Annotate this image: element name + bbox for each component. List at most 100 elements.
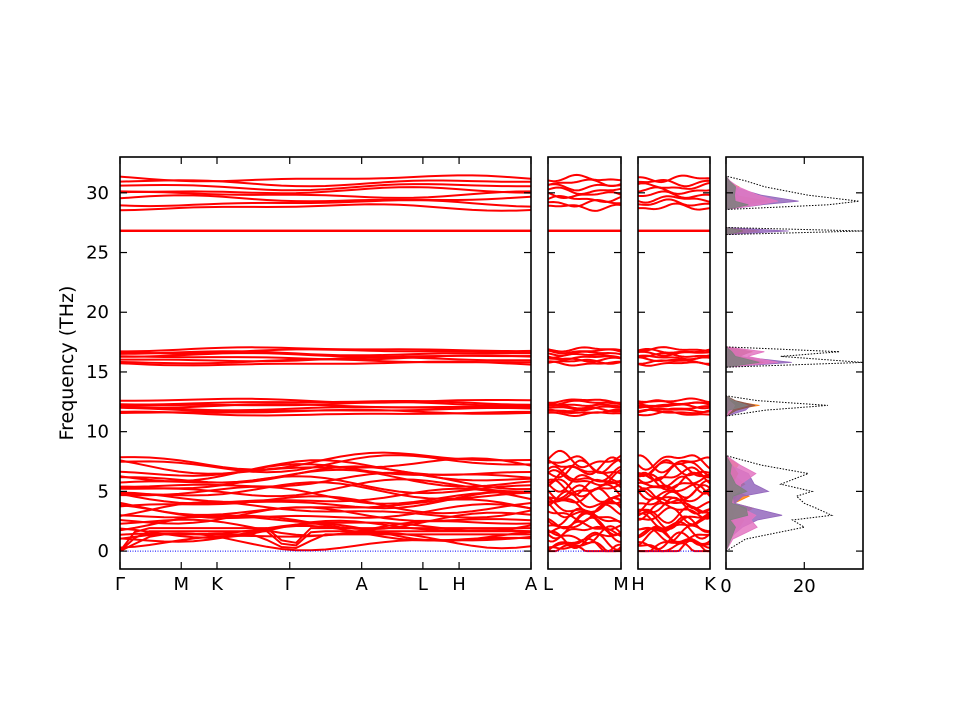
band-line bbox=[119, 350, 531, 357]
k-point-label: H bbox=[452, 574, 466, 595]
band-line bbox=[119, 475, 532, 495]
dos-layer bbox=[725, 174, 864, 553]
band-line bbox=[547, 478, 622, 498]
band-line bbox=[637, 182, 711, 190]
dos-x-tick-label: 20 bbox=[793, 576, 816, 597]
k-point-label: Γ bbox=[115, 574, 125, 595]
band-line bbox=[120, 397, 532, 404]
k-point-label: K bbox=[211, 574, 224, 595]
band-line bbox=[547, 478, 622, 497]
band-line bbox=[119, 511, 532, 531]
band-line bbox=[638, 359, 711, 365]
band-line bbox=[637, 531, 711, 551]
band-line bbox=[638, 202, 711, 211]
dos-panel-frame bbox=[725, 156, 864, 570]
band-line bbox=[547, 411, 622, 418]
k-point-label: H bbox=[631, 574, 645, 595]
band-line bbox=[637, 198, 711, 207]
band-line bbox=[637, 174, 711, 184]
band-line bbox=[637, 487, 711, 505]
band-panel-3 bbox=[637, 174, 711, 553]
band-line bbox=[119, 186, 532, 195]
band-line bbox=[547, 459, 622, 479]
band-line bbox=[119, 498, 532, 516]
band-line bbox=[637, 475, 711, 495]
band-line bbox=[547, 483, 622, 502]
band-line bbox=[637, 454, 711, 471]
band-line bbox=[119, 194, 532, 203]
band-panel-2 bbox=[547, 173, 622, 553]
band-line bbox=[547, 398, 621, 404]
k-point-label: M bbox=[173, 574, 189, 595]
band-line bbox=[547, 346, 622, 353]
band-line bbox=[119, 487, 532, 505]
band-line bbox=[547, 203, 622, 212]
band-line bbox=[119, 485, 532, 505]
dos-partial-7 bbox=[725, 174, 760, 552]
band-panel-frame-1 bbox=[119, 156, 532, 570]
band-line bbox=[119, 454, 532, 474]
band-line bbox=[637, 186, 711, 195]
y-tick-label: 20 bbox=[86, 302, 109, 323]
k-point-label: A bbox=[525, 574, 538, 595]
band-line bbox=[547, 358, 622, 365]
band-line bbox=[547, 449, 622, 469]
k-point-label: A bbox=[356, 574, 369, 595]
k-point-label: L bbox=[543, 574, 553, 595]
k-point-label: Γ bbox=[285, 574, 295, 595]
axes-frames bbox=[119, 156, 864, 570]
band-panel-frame-2 bbox=[547, 156, 622, 570]
band-line bbox=[119, 490, 532, 510]
band-line bbox=[119, 471, 532, 491]
band-line bbox=[119, 174, 532, 183]
band-line bbox=[119, 527, 531, 552]
band-line bbox=[547, 178, 622, 187]
band-line bbox=[638, 178, 711, 188]
band-line bbox=[637, 479, 711, 499]
band-line bbox=[119, 406, 532, 413]
band-line bbox=[119, 346, 532, 353]
band-line bbox=[119, 199, 532, 208]
band-line bbox=[119, 190, 532, 199]
band-structure-layer bbox=[119, 173, 711, 553]
band-line bbox=[119, 183, 531, 192]
band-line bbox=[637, 466, 711, 485]
band-line bbox=[119, 502, 532, 520]
band-line bbox=[547, 455, 622, 474]
y-tick-label: 25 bbox=[86, 243, 109, 264]
band-line bbox=[119, 451, 532, 471]
band-panel-1 bbox=[119, 174, 532, 552]
band-line bbox=[119, 518, 532, 537]
band-panel-frame-3 bbox=[637, 156, 711, 570]
band-line bbox=[547, 456, 622, 476]
y-tick-label: 0 bbox=[98, 541, 109, 562]
band-line bbox=[120, 401, 532, 408]
y-tick-label: 5 bbox=[98, 481, 109, 502]
band-line bbox=[637, 346, 710, 353]
band-line bbox=[547, 503, 622, 523]
k-point-label: M bbox=[613, 574, 629, 595]
band-line bbox=[637, 397, 711, 404]
band-line bbox=[119, 403, 532, 409]
y-tick-label: 10 bbox=[86, 422, 109, 443]
band-line bbox=[547, 173, 622, 183]
y-axis-label: Frequency (THz) bbox=[56, 286, 78, 441]
band-line bbox=[637, 195, 711, 204]
band-line bbox=[547, 464, 622, 484]
k-point-label: K bbox=[704, 574, 717, 595]
dos-x-tick-label: 0 bbox=[720, 576, 731, 597]
band-line bbox=[547, 186, 622, 195]
band-line bbox=[548, 405, 622, 412]
band-line bbox=[119, 203, 532, 212]
band-line bbox=[547, 531, 622, 551]
band-line bbox=[547, 399, 622, 406]
band-line bbox=[119, 468, 532, 488]
band-line bbox=[637, 502, 711, 521]
band-line bbox=[637, 454, 711, 474]
band-line bbox=[547, 194, 622, 204]
band-line bbox=[119, 506, 532, 525]
band-line bbox=[547, 490, 622, 509]
band-line bbox=[637, 471, 711, 491]
